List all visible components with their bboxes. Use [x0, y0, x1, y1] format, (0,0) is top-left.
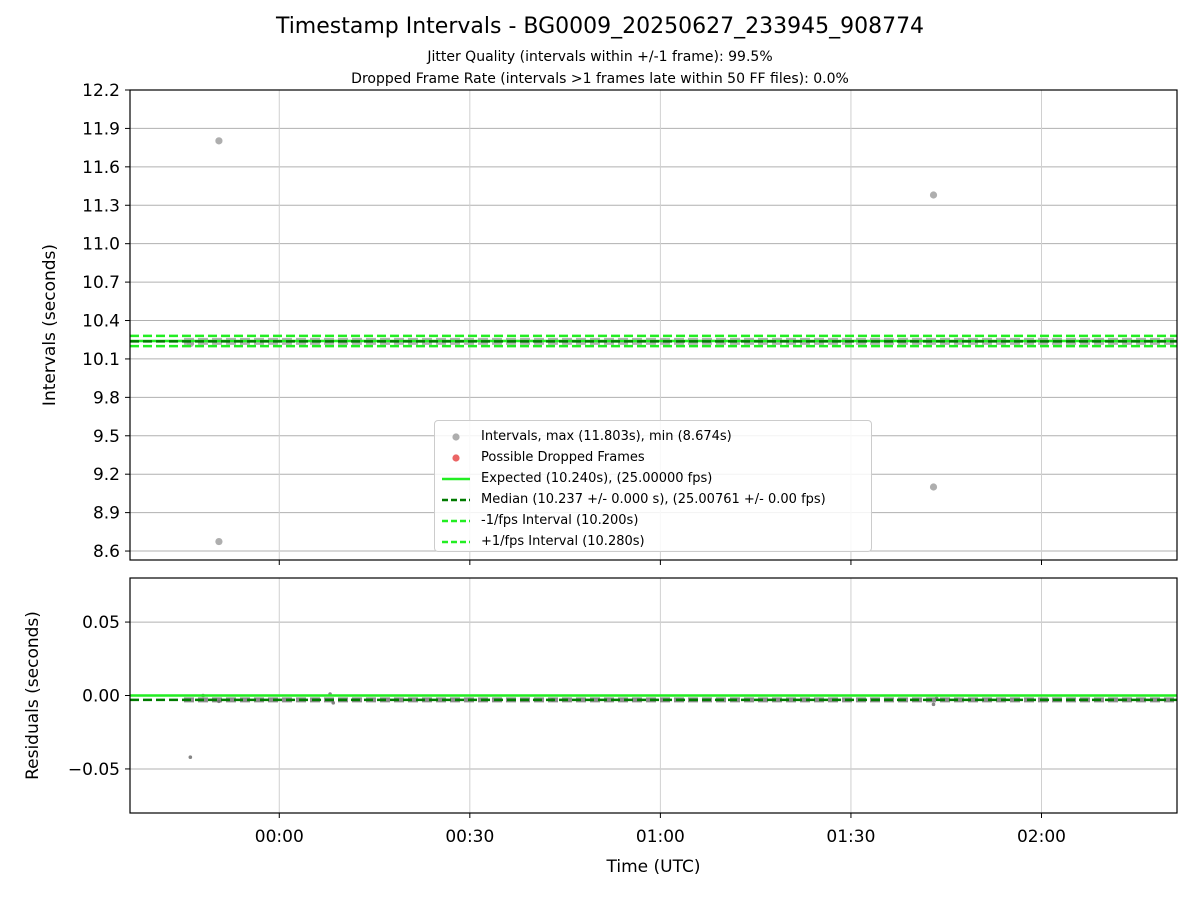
legend-item: Median (10.237 +/- 0.000 s), (25.00761 +…: [435, 490, 871, 510]
intervals-ytick-label-4: 11.0: [82, 235, 120, 255]
residuals-ytick-label-2: −0.05: [68, 760, 120, 780]
residuals-xtick-label-3: 01:30: [826, 827, 875, 847]
legend-symbol: [442, 498, 470, 502]
legend-label: -1/fps Interval (10.200s): [481, 513, 639, 528]
intervals-ytick-label-0: 12.2: [82, 81, 120, 101]
intervals-point-0-3: [929, 191, 938, 199]
legend-symbol: [442, 477, 470, 481]
legend-marker: [452, 433, 460, 441]
legend-marker: [452, 454, 460, 462]
legend-item: Intervals, max (11.803s), min (8.674s): [435, 427, 871, 447]
intervals-ytick-label-2: 11.6: [82, 158, 120, 178]
legend-item: +1/fps Interval (10.280s): [435, 532, 871, 552]
legend-symbol: [442, 519, 470, 523]
residuals-point-0-2: [217, 699, 221, 704]
legend-label: Intervals, max (11.803s), min (8.674s): [481, 429, 732, 444]
intervals-ytick-label-5: 10.7: [82, 273, 120, 293]
chart-title: Timestamp Intervals - BG0009_20250627_23…: [275, 14, 925, 39]
intervals-point-0-2: [215, 537, 223, 546]
residuals-xtick-label-1: 00:30: [445, 827, 494, 847]
legend-label: +1/fps Interval (10.280s): [481, 534, 645, 549]
intervals-ytick-label-9: 9.5: [93, 427, 120, 447]
legend-item: Expected (10.240s), (25.00000 fps): [435, 469, 871, 489]
residuals-point-0-4: [331, 701, 336, 705]
intervals-ylabel: Intervals (seconds): [40, 244, 60, 406]
residuals-xtick-label-0: 00:00: [255, 827, 304, 847]
intervals-ytick-label-7: 10.1: [82, 350, 120, 370]
residuals-point-0-0: [188, 755, 193, 759]
legend-label: Expected (10.240s), (25.00000 fps): [481, 471, 713, 486]
intervals-ytick-label-8: 9.8: [93, 388, 120, 408]
intervals-ytick-label-6: 10.4: [82, 312, 120, 332]
jitter-quality-subtitle: Jitter Quality (intervals within +/-1 fr…: [427, 49, 773, 65]
residuals-point-0-6: [931, 702, 936, 707]
legend-symbol: [452, 433, 460, 441]
chart-legend: Intervals, max (11.803s), min (8.674s) Po…: [434, 420, 872, 552]
residuals-ytick-label-1: 0.00: [82, 687, 120, 707]
residuals-xtick-label-4: 02:00: [1017, 827, 1066, 847]
dropped-frame-rate-subtitle: Dropped Frame Rate (intervals >1 frames …: [351, 71, 849, 87]
intervals-ytick-label-1: 11.9: [82, 119, 120, 139]
residuals-xtick-label-2: 01:00: [636, 827, 685, 847]
legend-symbol: [452, 454, 460, 462]
intervals-point-0-4: [929, 483, 938, 491]
legend-item: Possible Dropped Frames: [435, 448, 871, 468]
legend-label: Median (10.237 +/- 0.000 s), (25.00761 +…: [481, 492, 826, 507]
intervals-point-0-1: [215, 137, 223, 145]
intervals-ytick-label-11: 8.9: [93, 504, 120, 524]
residuals-xlabel: Time (UTC): [606, 857, 701, 877]
residuals-ytick-label-0: 0.05: [82, 613, 120, 633]
intervals-ytick-label-10: 9.2: [93, 465, 120, 485]
legend-symbol: [442, 540, 470, 544]
intervals-plot-frame: [129, 89, 1178, 561]
intervals-ytick-label-3: 11.3: [82, 196, 120, 216]
residuals-ylabel: Residuals (seconds): [23, 611, 43, 780]
legend-label: Possible Dropped Frames: [481, 450, 645, 465]
intervals-ytick-label-12: 8.6: [93, 542, 120, 562]
legend-item: -1/fps Interval (10.200s): [435, 511, 871, 531]
